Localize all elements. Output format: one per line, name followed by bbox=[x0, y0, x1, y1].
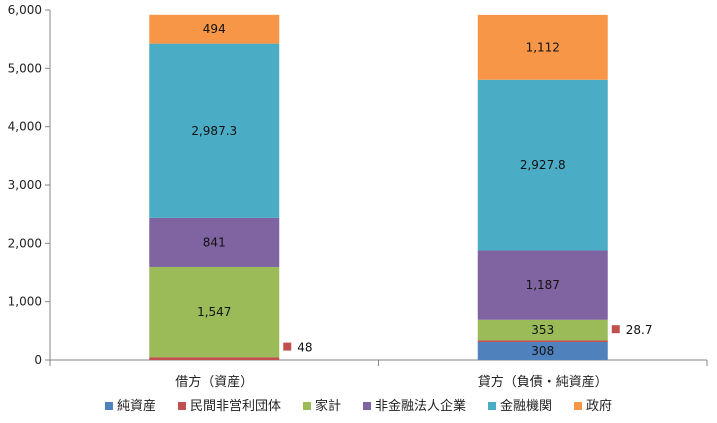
label-marker bbox=[283, 342, 292, 351]
legend-swatch bbox=[363, 402, 371, 410]
data-label: 1,112 bbox=[526, 40, 560, 54]
x-axis: 借方（資産） 貸方（負債・純資産） bbox=[49, 359, 708, 390]
y-tick-label: 2,000 bbox=[8, 236, 42, 250]
bar-segment bbox=[477, 250, 608, 320]
legend-swatch bbox=[488, 402, 497, 410]
legend-swatch bbox=[302, 402, 311, 410]
data-label: 494 bbox=[203, 22, 226, 36]
data-label: 2,927.8 bbox=[520, 158, 566, 172]
legend-swatch bbox=[574, 402, 583, 410]
bar-segment bbox=[149, 43, 280, 218]
data-label: 353 bbox=[531, 323, 554, 337]
data-label: 2,987.3 bbox=[191, 124, 237, 138]
data-label: 308 bbox=[531, 344, 554, 358]
legend: 純資産 民間非営利団体 家計 非金融法人企業 金融機関 政府 bbox=[104, 398, 612, 414]
y-tick-label: 3,000 bbox=[8, 178, 42, 192]
legend-swatch bbox=[104, 402, 113, 410]
y-tick-label: 1,000 bbox=[8, 295, 42, 309]
data-label: 841 bbox=[203, 235, 226, 249]
legend-swatch bbox=[177, 402, 186, 410]
legend-label: 政府 bbox=[586, 399, 612, 414]
bar-segment bbox=[477, 14, 608, 80]
label-marker bbox=[611, 325, 620, 334]
y-axis: 0 1,000 2,000 3,000 4,000 5,000 6,000 bbox=[8, 3, 51, 367]
data-label: 48 bbox=[297, 341, 312, 355]
legend-label: 金融機関 bbox=[500, 398, 552, 414]
legend-label: 民間非営利団体 bbox=[190, 399, 281, 414]
bar-segment bbox=[149, 357, 280, 360]
y-tick-label: 5,000 bbox=[8, 61, 42, 75]
data-label: 28.7 bbox=[626, 323, 653, 337]
bar-segment bbox=[477, 340, 608, 343]
legend-label: 非金融法人企業 bbox=[375, 398, 466, 414]
bar-segment bbox=[477, 79, 608, 251]
bars bbox=[149, 14, 608, 360]
bar-segment bbox=[149, 14, 280, 44]
y-tick-label: 0 bbox=[34, 353, 42, 367]
x-category-label: 貸方（負債・純資産） bbox=[478, 374, 608, 390]
data-labels: 48 1,547 841 2,987.3 494 308 28.7 353 1,187 2,927… bbox=[191, 22, 652, 358]
legend-label: 純資産 bbox=[117, 398, 156, 414]
y-tick-label: 6,000 bbox=[8, 3, 42, 17]
bar-segment bbox=[477, 319, 608, 341]
bar-segment bbox=[149, 266, 280, 358]
legend-label: 家計 bbox=[315, 398, 341, 414]
data-label: 1,547 bbox=[197, 305, 231, 319]
data-label: 1,187 bbox=[526, 278, 560, 292]
bar-segment bbox=[477, 342, 608, 360]
x-category-label: 借方（資産） bbox=[175, 374, 253, 390]
y-tick-label: 4,000 bbox=[8, 120, 42, 134]
bar-segment bbox=[149, 217, 280, 267]
